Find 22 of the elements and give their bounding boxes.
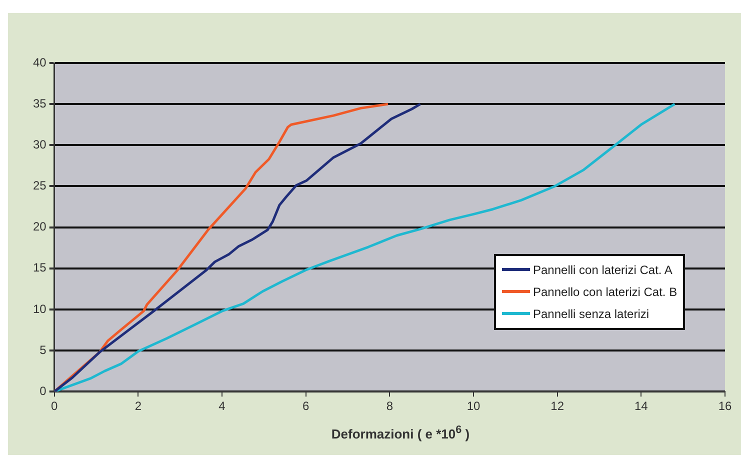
x-tick-label: 12 <box>550 399 564 414</box>
y-tick-label: 0 <box>40 384 47 398</box>
x-tick-label: 8 <box>386 399 394 414</box>
y-tick-label: 30 <box>32 137 47 152</box>
y-tick-label: 10 <box>32 302 47 316</box>
legend-label: Pannelli senza laterizi <box>533 306 650 321</box>
y-tick-label: 20 <box>32 220 47 234</box>
y-tick-label: 5 <box>40 342 47 357</box>
x-tick-label: 0 <box>51 399 58 414</box>
x-axis-title: Deformazioni ( e *10$^{6}$ ) <box>331 424 470 442</box>
y-tick-label: 25 <box>32 178 47 193</box>
x-tick-label: 14 <box>634 399 648 414</box>
legend-label: Pannelli con laterizi Cat. A <box>533 262 672 277</box>
y-tick-label: 35 <box>32 96 47 110</box>
legend-label: Pannello con laterizi Cat. B <box>533 284 678 299</box>
x-tick-label: 4 <box>218 399 226 414</box>
x-tick-label: 10 <box>466 399 480 414</box>
y-tick-label: 15 <box>32 260 47 275</box>
y-tick-label: 40 <box>32 55 47 70</box>
x-tick-label: 6 <box>302 399 310 414</box>
x-tick-label: 16 <box>718 399 732 414</box>
x-tick-label: 2 <box>134 399 142 414</box>
